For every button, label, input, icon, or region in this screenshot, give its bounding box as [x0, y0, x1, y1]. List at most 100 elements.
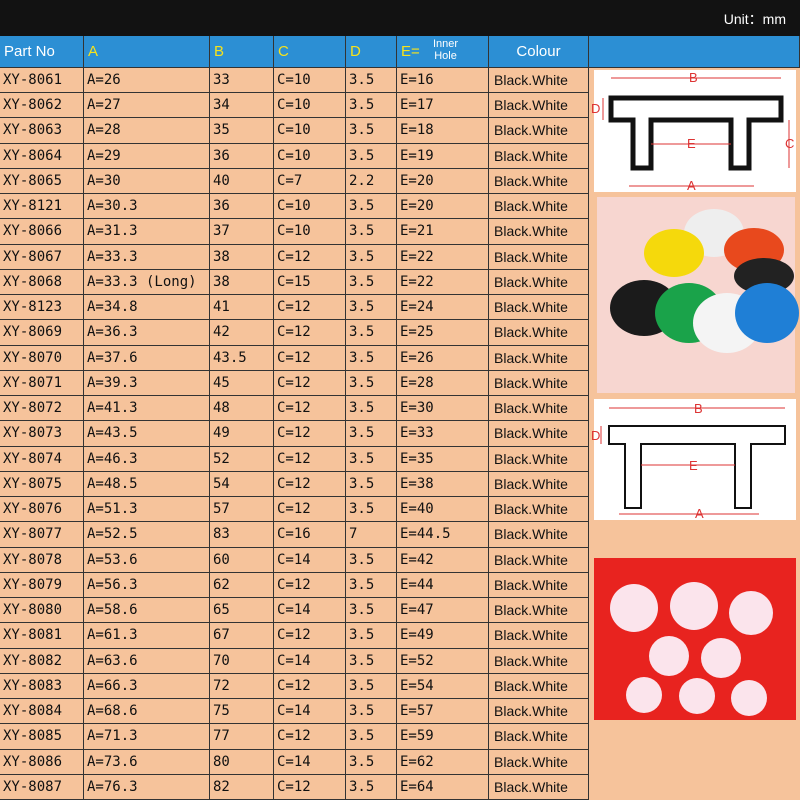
- table-cell: E=42: [397, 547, 489, 573]
- table-cell: XY-8064: [0, 143, 84, 169]
- table-cell: C=10: [274, 143, 346, 169]
- table-cell: 70: [210, 648, 274, 674]
- table-cell: C=16: [274, 522, 346, 548]
- table-cell: E=64: [397, 774, 489, 800]
- column-header: D: [346, 36, 397, 68]
- profile: [608, 95, 784, 171]
- table-cell: C=12: [274, 421, 346, 447]
- table-cell: E=47: [397, 598, 489, 624]
- table-cell: E=62: [397, 749, 489, 775]
- table-cell: 3.5: [346, 143, 397, 169]
- table-cell: 3.5: [346, 774, 397, 800]
- table-cell: 60: [210, 547, 274, 573]
- dim-label: D: [591, 101, 600, 116]
- table-cell: XY-8083: [0, 673, 84, 700]
- table-cell: XY-8082: [0, 648, 84, 674]
- table-cell: 3.5: [346, 648, 397, 674]
- table-cell: Black.White: [489, 648, 589, 674]
- table-cell: A=68.6: [84, 699, 210, 725]
- table-cell: Black.White: [489, 143, 589, 169]
- table-cell: 3.5: [346, 244, 397, 270]
- table-cell: 40: [210, 168, 274, 195]
- table-cell: A=43.5: [84, 421, 210, 447]
- table-cell: Black.White: [489, 673, 589, 700]
- table-cell: C=12: [274, 396, 346, 422]
- table-cell: E=33: [397, 421, 489, 447]
- table-cell: 3.5: [346, 118, 397, 144]
- table-cell: Black.White: [489, 598, 589, 624]
- table-cell: A=27: [84, 93, 210, 119]
- table-cell: XY-8074: [0, 446, 84, 472]
- table-cell: 2.2: [346, 168, 397, 195]
- dim-label: E: [687, 136, 696, 151]
- table-cell: A=39.3: [84, 370, 210, 397]
- table-cell: XY-8072: [0, 396, 84, 422]
- e-note: Inner Hole: [433, 38, 458, 62]
- table-cell: A=30.3: [84, 194, 210, 220]
- column-header: A: [84, 36, 210, 68]
- table-cell: E=52: [397, 648, 489, 674]
- table-cell: E=22: [397, 269, 489, 296]
- table-cell: A=26: [84, 68, 210, 94]
- table-cell: 3.5: [346, 219, 397, 245]
- table-cell: A=48.5: [84, 471, 210, 498]
- table-cell: XY-8080: [0, 598, 84, 624]
- unit: Unit：mm: [723, 11, 786, 27]
- table-cell: 43.5: [210, 345, 274, 371]
- table-cell: Black.White: [489, 194, 589, 220]
- table-cell: C=14: [274, 648, 346, 674]
- table-cell: 3.5: [346, 345, 397, 371]
- table-cell: 3.5: [346, 572, 397, 599]
- table-cell: C=14: [274, 598, 346, 624]
- table-cell: E=30: [397, 396, 489, 422]
- table-cell: E=59: [397, 724, 489, 750]
- table-cell: 3.5: [346, 724, 397, 750]
- table-cell: Black.White: [489, 118, 589, 144]
- table-cell: 62: [210, 572, 274, 599]
- table-cell: XY-8085: [0, 724, 84, 750]
- table-cell: E=28: [397, 370, 489, 397]
- table-cell: 3.5: [346, 295, 397, 321]
- table-cell: 3.5: [346, 194, 397, 220]
- table-cell: C=7: [274, 168, 346, 195]
- table-cell: A=33.3 (Long): [84, 269, 210, 296]
- table-cell: 3.5: [346, 421, 397, 447]
- table-cell: A=41.3: [84, 396, 210, 422]
- table-cell: A=36.3: [84, 320, 210, 346]
- table-cell: C=14: [274, 699, 346, 725]
- table-cell: E=26: [397, 345, 489, 371]
- table-cell: 49: [210, 421, 274, 447]
- table-cell: E=20: [397, 168, 489, 195]
- table-cell: 3.5: [346, 598, 397, 624]
- column-header: C: [274, 36, 346, 68]
- table-cell: 3.5: [346, 547, 397, 573]
- table-cell: C=12: [274, 673, 346, 700]
- table-cell: C=12: [274, 724, 346, 750]
- table-cell: A=28: [84, 118, 210, 144]
- dims: [600, 407, 785, 515]
- table-cell: A=31.3: [84, 219, 210, 245]
- dims: [602, 77, 790, 187]
- table-cell: A=56.3: [84, 572, 210, 599]
- table-cell: 52: [210, 446, 274, 472]
- table-cell: Black.White: [489, 68, 589, 94]
- table-cell: XY-8084: [0, 699, 84, 725]
- column-header: Part No: [0, 36, 84, 68]
- table-cell: E=17: [397, 93, 489, 119]
- table-cell: 33: [210, 68, 274, 94]
- column-header-blank: [589, 36, 800, 68]
- table-cell: 3.5: [346, 623, 397, 649]
- table-cell: XY-8069: [0, 320, 84, 346]
- dim-label: E: [689, 458, 698, 473]
- table-cell: A=53.6: [84, 547, 210, 573]
- table-cell: 75: [210, 699, 274, 725]
- table-cell: E=54: [397, 673, 489, 700]
- table-cell: Black.White: [489, 320, 589, 346]
- table-cell: C=14: [274, 547, 346, 573]
- table-cell: Black.White: [489, 699, 589, 725]
- table-cell: 35: [210, 118, 274, 144]
- table-cell: 45: [210, 370, 274, 397]
- table-cell: E=44: [397, 572, 489, 599]
- table-cell: E=35: [397, 446, 489, 472]
